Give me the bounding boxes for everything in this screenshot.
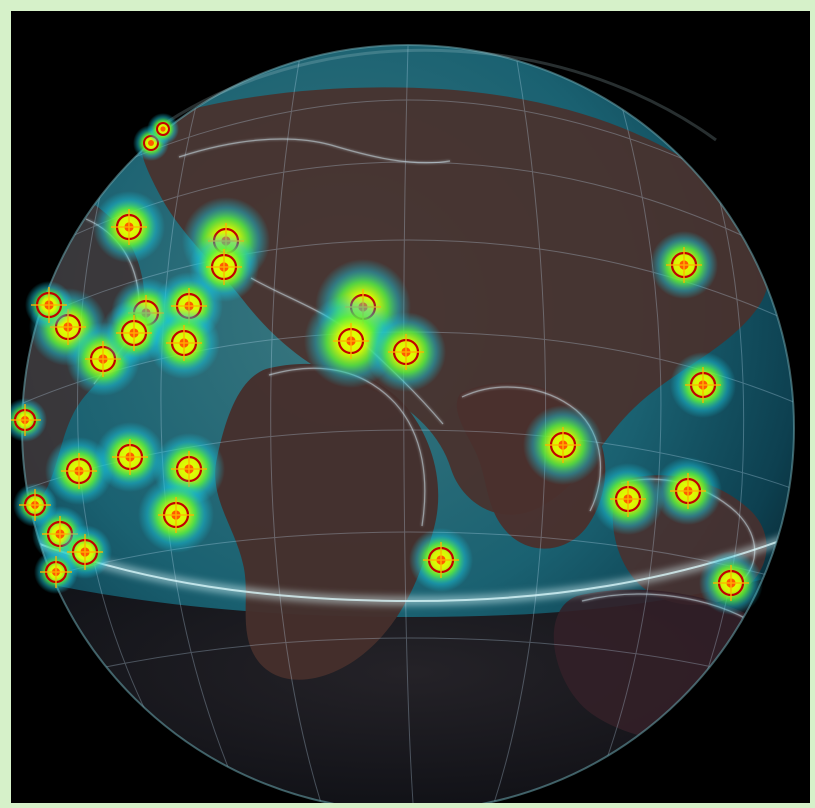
hotspot-marker [409, 528, 473, 592]
hotspot-marker [93, 191, 165, 263]
hotspot-marker [670, 352, 736, 418]
hotspot-marker [523, 405, 603, 485]
hotspot-marker [13, 483, 57, 527]
globe-visualization [11, 44, 795, 803]
hotspot-marker [592, 463, 664, 535]
hotspot-marker [34, 550, 78, 594]
hotspot-marker [654, 457, 722, 525]
globe-scene [11, 11, 810, 803]
hotspot-marker [366, 312, 446, 392]
hotspot-marker [699, 551, 763, 615]
hotspot-marker [650, 231, 718, 299]
hotspot-marker [147, 113, 179, 145]
hotspot-marker [95, 422, 165, 492]
hotspot-marker [148, 307, 220, 379]
hotspot-marker [11, 398, 47, 442]
land-europe-asia [140, 87, 770, 515]
globe-top-highlight [150, 48, 717, 142]
equator-line [22, 532, 794, 603]
hotspot-layer [11, 113, 763, 615]
hotspot-marker [138, 477, 214, 553]
hotspot-marker [25, 281, 73, 329]
